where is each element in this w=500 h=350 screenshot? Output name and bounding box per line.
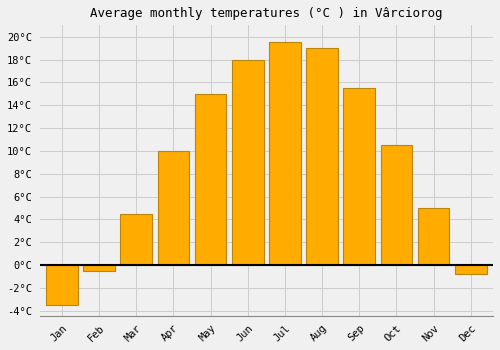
Bar (418, 208, 450, 265)
Bar (306, 48, 338, 265)
Title: Average monthly temperatures (°C ) in Vârciorog: Average monthly temperatures (°C ) in Vâ… (90, 7, 443, 20)
Bar (158, 151, 189, 265)
Bar (195, 94, 226, 265)
Bar (380, 145, 412, 265)
Bar (84, 265, 115, 271)
Bar (232, 60, 264, 265)
Bar (269, 42, 300, 265)
Bar (344, 88, 375, 265)
Bar (46, 265, 78, 305)
Bar (120, 214, 152, 265)
Bar (455, 265, 486, 274)
